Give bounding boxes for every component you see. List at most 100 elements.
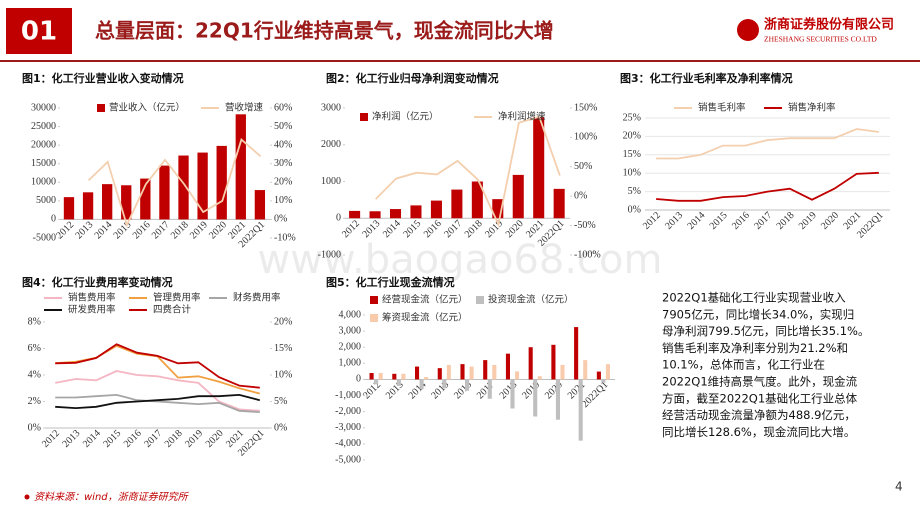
company-name-en: ZHESHANG SECURITIES CO.LTD <box>764 35 877 44</box>
bar <box>533 379 538 417</box>
bar <box>102 184 113 220</box>
summary-line: 2022Q1基础化工行业实现营业收入 <box>662 291 846 305</box>
bar <box>378 373 383 380</box>
summary-line: 销售毛利率及净利率分别为21.2%和 <box>662 341 848 355</box>
tick-label: 10% <box>623 167 641 178</box>
bar <box>469 366 474 380</box>
bar <box>424 377 429 380</box>
tick-label: 4% <box>28 369 41 380</box>
tick-label: 0% <box>574 190 587 201</box>
bar <box>537 376 542 380</box>
x-tick-label: 2017 <box>150 219 172 241</box>
tick-label: 30% <box>274 158 292 169</box>
bar <box>492 199 504 219</box>
bar <box>605 364 610 380</box>
bar <box>442 379 447 389</box>
bar <box>551 344 556 380</box>
summary-line: 方面，截至2022Q1基础化工行业总体 <box>662 391 858 405</box>
legend-swatch <box>476 296 484 304</box>
x-tick-label: 2017 <box>475 379 497 401</box>
watermark: www.baogao68.com <box>258 237 663 283</box>
bar <box>349 210 361 219</box>
bar <box>471 181 483 219</box>
x-tick-label: 2013 <box>384 379 406 401</box>
legend-label: 净利润增速 <box>498 111 546 123</box>
tick-label: -5000 <box>33 232 56 243</box>
line-series <box>55 393 260 413</box>
tick-label: 3000 <box>321 102 341 113</box>
bar <box>178 155 189 220</box>
legend-swatch <box>360 113 368 121</box>
bar <box>510 379 515 409</box>
company-name: 浙商证券股份有限公司 <box>764 17 894 33</box>
bar <box>574 327 579 380</box>
tick-label: 50% <box>274 121 292 132</box>
x-tick-label: 2018 <box>163 428 185 450</box>
tick-label: -50% <box>574 220 596 231</box>
legend-label: 投资现金流（亿元） <box>488 294 574 306</box>
bar <box>121 185 132 220</box>
tick-label: 40% <box>274 139 292 150</box>
line-series <box>656 128 880 160</box>
tick-label: 30000 <box>31 102 56 113</box>
tick-label: -1000 <box>318 249 341 260</box>
bar <box>410 205 422 219</box>
tick-label: 6% <box>28 343 41 354</box>
legend-label: 销售毛利率 <box>698 102 746 114</box>
tick-label: 2000 <box>321 139 341 150</box>
line-series <box>55 344 261 395</box>
tick-label: 0% <box>274 214 287 225</box>
bar <box>583 360 588 380</box>
x-tick-label: 2015 <box>112 219 134 241</box>
tick-label: 3,000 <box>339 325 362 336</box>
tick-label: 25000 <box>31 121 56 132</box>
bar <box>197 152 208 220</box>
summary-line: 10.1%，总体而言，化工行业在 <box>662 358 825 372</box>
bar <box>419 379 424 390</box>
legend-label: 筹资现金流（亿元） <box>382 312 468 324</box>
bar <box>374 379 379 385</box>
x-tick-label: 2014 <box>686 210 708 232</box>
x-tick-label: 2016 <box>131 219 153 241</box>
tick-label: 20% <box>274 316 292 327</box>
logo-icon <box>737 19 759 41</box>
x-tick-label: 2013 <box>73 219 95 241</box>
tick-label: 0 <box>51 214 56 225</box>
tick-label: 15% <box>274 343 292 354</box>
x-tick-label: 2019 <box>188 219 210 241</box>
line-series <box>55 343 260 389</box>
x-tick-label: 2014 <box>93 219 115 241</box>
summary-line: 经营活动现金流量净额为488.9亿元， <box>662 408 856 422</box>
bar <box>430 200 442 219</box>
x-tick-label: 2012 <box>641 210 663 232</box>
tick-label: -10% <box>274 232 296 243</box>
line-series <box>375 115 561 228</box>
tick-label: 1000 <box>321 176 341 187</box>
summary-line: 7905亿元，同比增长34.0%，实现归 <box>662 307 854 321</box>
legend-label: 财务费用率 <box>233 292 281 304</box>
tick-label: 25% <box>623 112 641 123</box>
tick-label: -3,000 <box>335 422 361 433</box>
bullet <box>24 494 30 500</box>
bar <box>505 353 510 380</box>
chart-title: 图2：化工行业归母净利润变动情况 <box>326 71 499 85</box>
bar <box>553 188 565 219</box>
x-tick-label: 2014 <box>81 428 103 450</box>
bar <box>392 373 397 380</box>
legend-label: 经营现金流（亿元） <box>382 294 468 306</box>
x-tick-label: 2018 <box>169 219 191 241</box>
bar <box>601 379 606 383</box>
bar <box>451 189 463 219</box>
x-tick-label: 2017 <box>142 428 164 450</box>
slide-title: 总量层面：22Q1行业维持高景气，现金流同比大增 <box>95 19 554 43</box>
tick-label: 15% <box>623 149 641 160</box>
bar <box>390 209 402 219</box>
x-tick-label: 2017 <box>752 210 774 232</box>
line-series <box>55 393 261 410</box>
bar <box>492 364 497 380</box>
line-series <box>55 370 260 412</box>
x-tick-label: 2016 <box>452 379 474 401</box>
bar <box>515 371 520 380</box>
tick-label: -5,000 <box>335 454 361 465</box>
